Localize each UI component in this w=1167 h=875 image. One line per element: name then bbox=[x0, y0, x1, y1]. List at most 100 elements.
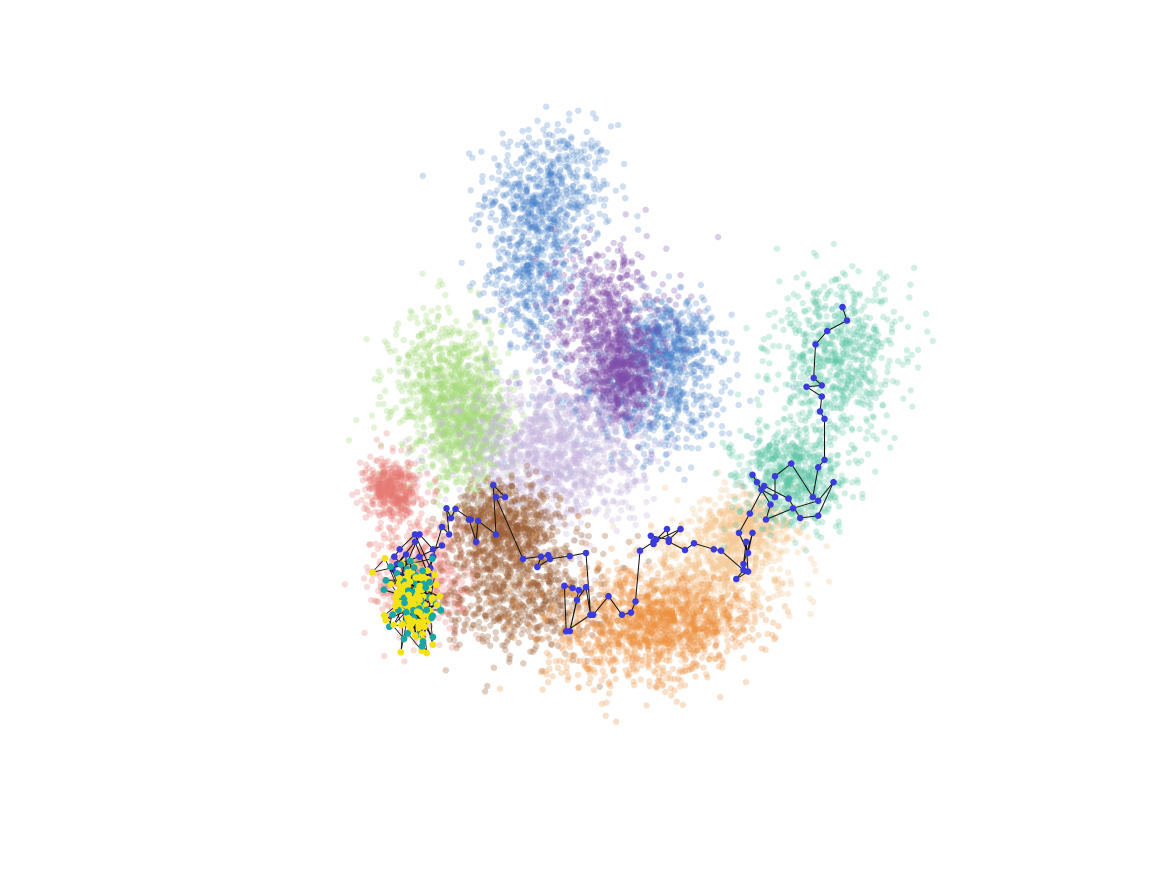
cluster-point bbox=[619, 183, 627, 190]
cluster-point bbox=[634, 226, 642, 233]
cluster-point bbox=[634, 251, 641, 258]
cluster-point bbox=[456, 430, 464, 438]
cluster-point bbox=[573, 188, 580, 195]
cluster-point bbox=[555, 318, 563, 326]
cluster-point bbox=[431, 365, 439, 373]
cluster-point bbox=[508, 234, 515, 241]
cluster-point bbox=[603, 218, 610, 226]
cluster-point bbox=[522, 198, 529, 205]
cluster-point bbox=[517, 177, 524, 184]
cluster-point bbox=[680, 355, 688, 362]
cluster-point bbox=[528, 161, 535, 169]
cluster-point bbox=[575, 107, 582, 114]
cluster-point bbox=[437, 502, 444, 509]
cluster-point bbox=[580, 199, 587, 206]
cluster-point bbox=[672, 301, 679, 308]
cluster-point bbox=[388, 408, 396, 415]
cluster-point bbox=[519, 196, 527, 204]
cluster-point bbox=[449, 442, 456, 449]
cluster-point bbox=[497, 203, 504, 210]
cluster-point bbox=[624, 258, 632, 265]
cluster-point bbox=[563, 187, 570, 194]
cluster-point bbox=[563, 309, 570, 316]
cluster-point bbox=[563, 152, 570, 159]
cluster-point bbox=[616, 369, 624, 376]
cluster-point bbox=[418, 414, 425, 421]
cluster-point bbox=[734, 371, 741, 379]
cluster-point bbox=[687, 464, 695, 471]
cluster-point bbox=[545, 232, 552, 239]
cluster-point bbox=[472, 346, 479, 353]
cluster-point bbox=[429, 348, 437, 356]
cluster-point bbox=[548, 168, 555, 176]
cluster-point bbox=[505, 350, 512, 357]
cluster-point bbox=[607, 123, 615, 130]
cluster-point bbox=[540, 158, 547, 165]
cluster-point bbox=[569, 204, 577, 212]
cluster-point bbox=[428, 444, 435, 452]
cluster-point bbox=[549, 132, 556, 139]
cluster-point bbox=[622, 369, 630, 376]
cluster-point bbox=[510, 170, 517, 177]
cluster-point bbox=[589, 273, 597, 281]
cluster-point bbox=[558, 175, 566, 183]
cluster-point bbox=[696, 308, 703, 315]
cluster-point bbox=[465, 391, 472, 398]
cluster-point bbox=[522, 143, 529, 150]
cluster-point bbox=[491, 290, 498, 297]
cluster-point bbox=[476, 341, 483, 348]
cluster-point bbox=[518, 155, 525, 162]
cluster-point bbox=[519, 265, 526, 273]
cluster-point bbox=[574, 148, 581, 155]
cluster-point bbox=[544, 138, 551, 146]
cluster-point bbox=[381, 387, 389, 395]
cluster-point bbox=[625, 315, 632, 322]
cluster-point bbox=[580, 223, 587, 230]
cluster-point bbox=[402, 437, 410, 444]
cluster-point bbox=[496, 387, 503, 394]
cluster-point bbox=[486, 189, 494, 196]
cluster-point bbox=[592, 115, 600, 122]
cluster-point bbox=[608, 358, 616, 365]
cluster-point bbox=[464, 349, 472, 357]
cluster-point bbox=[497, 311, 504, 318]
cluster-point bbox=[556, 276, 563, 283]
cluster-point bbox=[525, 240, 532, 247]
cluster-point bbox=[498, 290, 506, 298]
cluster-point bbox=[487, 197, 495, 204]
cluster-point bbox=[605, 217, 612, 224]
cluster-point bbox=[674, 327, 682, 334]
cluster-point bbox=[430, 462, 437, 469]
cluster-point bbox=[424, 383, 431, 390]
cluster-point bbox=[481, 196, 488, 203]
cluster-point bbox=[513, 204, 520, 211]
cluster-point bbox=[530, 175, 538, 182]
cluster-point bbox=[564, 243, 572, 250]
cluster-point bbox=[519, 229, 526, 236]
cluster-point bbox=[472, 425, 479, 433]
cluster-point bbox=[487, 337, 494, 345]
cluster-point bbox=[545, 143, 552, 151]
cluster-point bbox=[614, 247, 621, 254]
cluster-point bbox=[421, 463, 429, 470]
cluster-point bbox=[422, 317, 429, 325]
cluster-point bbox=[520, 296, 527, 303]
cluster-point bbox=[553, 191, 560, 199]
cluster-point bbox=[430, 398, 438, 406]
cluster-point bbox=[566, 110, 573, 117]
cluster-point bbox=[542, 172, 550, 179]
cluster-point bbox=[598, 147, 605, 154]
cluster-point bbox=[549, 161, 557, 168]
cluster-point bbox=[506, 398, 514, 406]
cluster-point bbox=[664, 345, 671, 352]
cluster-point bbox=[586, 350, 593, 357]
cluster-point bbox=[643, 393, 650, 400]
cluster-point bbox=[556, 140, 563, 147]
cluster-point bbox=[538, 259, 545, 266]
cluster-point bbox=[542, 314, 550, 321]
cluster-point bbox=[588, 137, 595, 144]
cluster-point bbox=[541, 188, 549, 195]
cluster-point bbox=[524, 219, 531, 226]
cluster-point bbox=[570, 188, 577, 195]
cluster-point bbox=[689, 328, 696, 335]
